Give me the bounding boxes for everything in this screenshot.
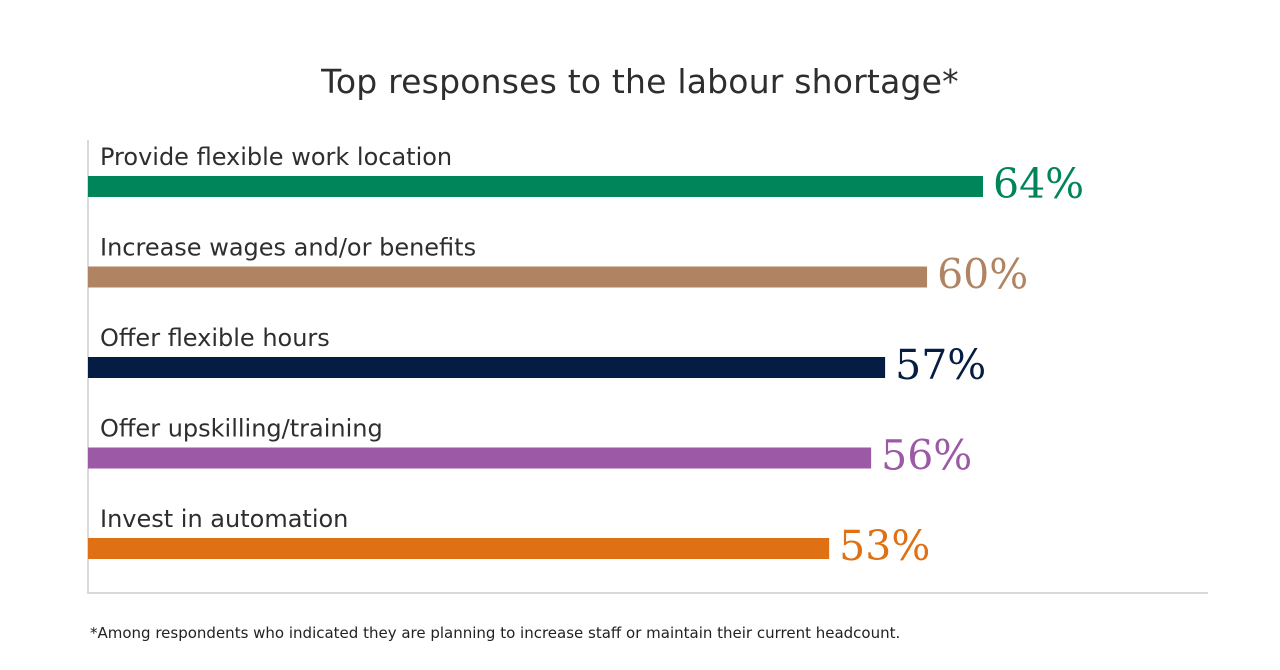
category-label: Offer upskilling/training: [100, 415, 383, 443]
category-label: Provide flexible work location: [100, 143, 452, 171]
bar: [88, 538, 829, 559]
category-label: Offer flexible hours: [100, 324, 330, 352]
value-label: 53%: [839, 522, 930, 570]
bar: [88, 176, 983, 197]
category-label: Invest in automation: [100, 505, 348, 533]
value-label: 64%: [993, 160, 1084, 208]
bar: [88, 357, 885, 378]
value-label: 60%: [937, 251, 1028, 299]
bars-layer: Provide flexible work location 64% Increas…: [88, 143, 1084, 570]
bar: [88, 448, 871, 469]
category-label: Increase wages and/or benefits: [100, 234, 476, 262]
bar: [88, 267, 927, 288]
value-label: 56%: [881, 432, 972, 480]
footnote: *Among respondents who indicated they ar…: [90, 624, 900, 642]
value-label: 57%: [895, 341, 986, 389]
